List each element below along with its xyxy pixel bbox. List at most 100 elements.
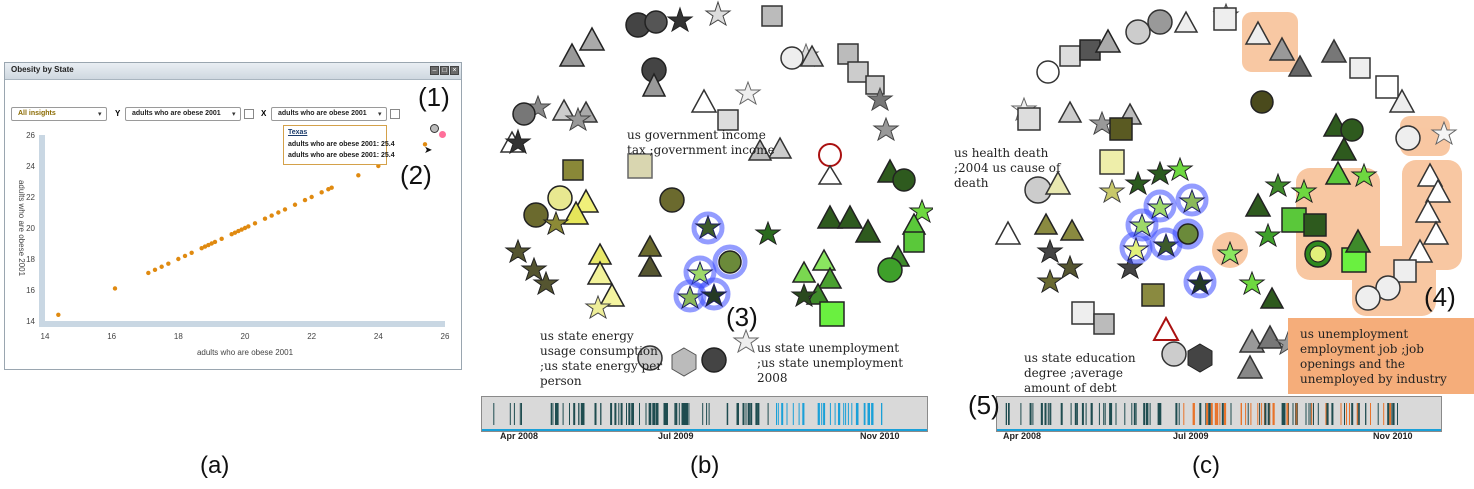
timeline-tick (573, 403, 576, 425)
timeline-tick (1389, 403, 1392, 425)
timeline-tick (777, 403, 779, 425)
timeline-tick (1008, 403, 1010, 425)
obesity-window: Obesity by State – □ × All insights ▾ Y … (4, 62, 462, 370)
timeline-tick (649, 403, 652, 425)
timeline-tick (1040, 403, 1043, 425)
timeline-tick (1370, 403, 1371, 425)
timeline-tick (1020, 403, 1022, 425)
selected-cluster-c (1119, 183, 1217, 299)
x-tick-label: 18 (174, 332, 183, 341)
timeline-tick (1257, 403, 1259, 425)
timeline-tick (1377, 403, 1379, 425)
timeline-tick (1029, 403, 1032, 425)
minimize-icon[interactable]: – (430, 66, 439, 75)
data-point (262, 216, 268, 221)
timeline-tick (1074, 403, 1077, 425)
window-titlebar[interactable]: Obesity by State – □ × (5, 63, 461, 80)
timeline-tick (513, 403, 515, 425)
shape-cloud-b (499, 0, 933, 377)
timeline-tick (610, 403, 612, 425)
timeline-tick (1325, 403, 1328, 425)
x-checkbox[interactable] (390, 109, 400, 119)
timeline-tick (726, 403, 728, 425)
data-point (242, 225, 248, 231)
timeline-tick (1269, 403, 1271, 425)
timeline-tick (829, 403, 831, 425)
timeline-tick (747, 403, 750, 425)
timeline-tick (509, 403, 511, 425)
note-b-1: us government income tax ;government inc… (627, 128, 775, 157)
selected-point-marker[interactable] (430, 124, 439, 133)
timeline-tick (614, 403, 617, 425)
timeline-tick (1241, 403, 1242, 425)
y-checkbox[interactable] (244, 109, 254, 119)
timeline-tick (1288, 403, 1289, 425)
data-point (112, 286, 118, 291)
timeline-tick (1344, 403, 1345, 425)
note-c-3: us unemployment employment job ;job open… (1300, 327, 1447, 386)
data-point (282, 207, 288, 212)
timeline-tick (1264, 403, 1267, 425)
y-tick-label: 18 (26, 255, 35, 264)
timeline-tick (1206, 403, 1209, 425)
x-axis-prefix: X (261, 109, 267, 118)
cursor-icon: ➤ (424, 145, 433, 156)
timeline-tick (708, 403, 710, 425)
x-tick-label: 22 (307, 332, 316, 341)
data-point (166, 261, 171, 266)
timeline-tick (1383, 403, 1385, 425)
timeline-tick (802, 403, 805, 425)
timeline-tick (747, 403, 749, 425)
x-axis-bar (39, 321, 445, 327)
data-point (159, 264, 164, 269)
x-variable-dropdown[interactable]: adults who are obese 2001 ▾ (271, 107, 387, 121)
scatter-plot: 14 16 18 20 22 24 26 14 16 18 20 22 24 26 adults who a… (17, 131, 450, 357)
timeline-tick (594, 403, 597, 425)
scene-c (994, 2, 1474, 394)
window-title: Obesity by State (11, 65, 74, 74)
data-point (199, 245, 204, 251)
timeline-tick (727, 403, 729, 425)
timeline-b-end: Nov 2010 (860, 431, 900, 441)
timeline-tick (1224, 403, 1226, 425)
timeline-tick (1050, 403, 1052, 425)
timeline-tick (1040, 403, 1042, 425)
timeline-tick (863, 403, 865, 425)
timeline-tick (675, 403, 678, 425)
timeline-tick (1245, 403, 1247, 425)
timeline-tick (632, 403, 634, 425)
y-variable-dropdown[interactable]: adults who are obese 2001 ▾ (125, 107, 241, 121)
timeline-tick (1281, 403, 1284, 425)
timeline-tick (845, 403, 847, 425)
timeline-tick (556, 403, 559, 425)
timeline-tick (1178, 403, 1180, 425)
timeline-c[interactable]: Apr 2008 Jul 2009 Nov 2010 (996, 396, 1442, 441)
timeline-tick (583, 403, 585, 425)
timeline-tick (629, 403, 631, 425)
timeline-tick (706, 403, 708, 425)
timeline-tick (1104, 403, 1106, 425)
data-point (276, 210, 281, 215)
timeline-tick (1091, 403, 1093, 425)
maximize-icon[interactable]: □ (440, 66, 449, 75)
insights-dropdown[interactable]: All insights ▾ (11, 107, 107, 121)
callout-1: (1) (418, 82, 450, 112)
timeline-tick (1247, 403, 1249, 425)
x-variable-label: adults who are obese 2001 (278, 110, 367, 117)
timeline-tick (1221, 403, 1224, 425)
timeline-tick (1098, 403, 1100, 425)
close-icon[interactable]: × (450, 66, 459, 75)
timeline-tick (1397, 403, 1398, 425)
timeline-tick (1250, 403, 1252, 425)
timeline-tick (1346, 403, 1347, 425)
timeline-tick (1146, 403, 1149, 425)
timeline-tick (821, 403, 823, 425)
timeline-tick (1044, 403, 1047, 425)
note-b-2: us state energy usage consumption ;us st… (540, 329, 663, 388)
timeline-tick (857, 403, 859, 425)
tooltip-line-1: adults who are obese 2001: 25.4 (288, 141, 395, 148)
timeline-tick (1267, 403, 1270, 425)
timeline-b[interactable]: Apr 2008 Jul 2009 Nov 2010 (481, 396, 928, 441)
timeline-tick (1215, 403, 1217, 425)
data-point (422, 142, 428, 147)
